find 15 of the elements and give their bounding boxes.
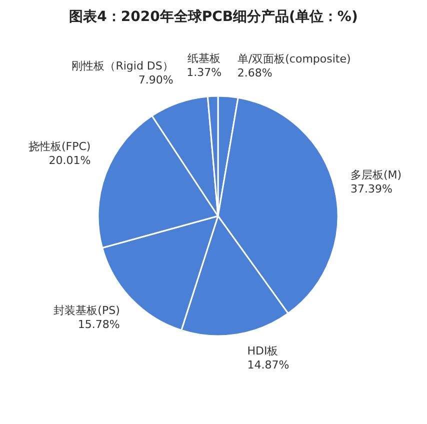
- slice-label: 纸基板: [188, 52, 221, 66]
- data-label: 20.01%: [48, 154, 91, 168]
- slice-label: HDI板: [247, 344, 278, 358]
- data-label: 7.90%: [138, 74, 174, 87]
- data-label: 37.39%: [350, 182, 392, 196]
- data-label: 1.37%: [186, 66, 222, 80]
- data-label: 15.78%: [78, 318, 120, 332]
- data-label: 2.68%: [237, 66, 272, 80]
- slice-label: 挠性板(FPC): [28, 140, 91, 154]
- slice-label: 刚性板（Rigid DS）: [72, 60, 174, 73]
- data-label: 14.87%: [247, 358, 290, 372]
- chart-title: 图表4：2020年全球PCB细分产品(单位：%): [68, 8, 359, 26]
- slice-label: 多层板(M): [350, 168, 402, 182]
- slice-label: 单/双面板(composite): [237, 52, 351, 66]
- slice-label: 封装基板(PS): [54, 304, 120, 318]
